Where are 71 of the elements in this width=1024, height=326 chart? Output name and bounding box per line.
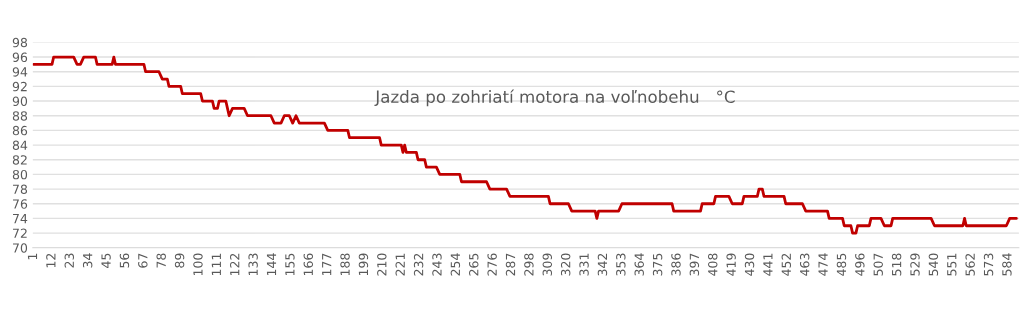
x-tick-label: 221: [395, 253, 405, 276]
x-tick-label: 265: [469, 253, 479, 276]
x-tick-label: 34: [82, 253, 93, 268]
y-tick-label: 88: [12, 111, 28, 121]
x-tick-label: 309: [542, 253, 553, 276]
x-tick-label: 353: [616, 253, 626, 276]
x-tick-label: 419: [726, 253, 736, 276]
y-tick-label: 94: [12, 67, 28, 77]
x-tick-label: 287: [505, 253, 516, 276]
x-tick-label: 100: [193, 253, 203, 276]
x-tick-label: 375: [652, 253, 663, 276]
x-tick-label: 474: [818, 253, 828, 276]
x-tick-label: 463: [799, 253, 810, 276]
text: Jazda po zohriatí motora na voľnobehu °C: [374, 89, 735, 107]
y-tick-label: 70: [13, 243, 28, 253]
x-tick-label: 45: [101, 253, 111, 268]
x-tick-label: 331: [579, 253, 589, 276]
x-tick-label: 89: [174, 253, 185, 268]
y-tick-label: 74: [13, 214, 28, 224]
x-tick-label: 232: [413, 253, 424, 276]
x-tick-label: 441: [763, 253, 773, 276]
y-tick-label: 96: [12, 52, 28, 62]
x-tick-label: 584: [1002, 253, 1012, 276]
y-tick-label: 78: [13, 184, 28, 195]
line-series: [32, 55, 1018, 235]
x-tick-label: 452: [781, 253, 792, 276]
y-tick-label: 72: [13, 228, 27, 238]
x-tick-label: 485: [836, 253, 847, 276]
x-tick-label: 23: [64, 253, 74, 268]
x-tick-label: 12: [46, 253, 56, 268]
x-tick-label: 166: [303, 253, 314, 276]
x-tick-label: 78: [156, 253, 166, 268]
x-tick-label: 210: [377, 253, 387, 276]
y-tick-label: 82: [12, 155, 27, 165]
x-tick-label: 199: [358, 253, 369, 276]
x-tick-label: 573: [983, 253, 994, 276]
x-tick-label: 397: [689, 253, 700, 276]
x-tick-label: 254: [450, 253, 461, 276]
x-tick-label: 1: [27, 253, 38, 260]
x-tick-label: 177: [322, 253, 332, 276]
x-tick-label: 243: [432, 253, 442, 276]
x-tick-label: 562: [965, 253, 975, 276]
y-tick-label: 80: [12, 169, 28, 180]
x-tick-label: 276: [487, 253, 497, 276]
y-tick-label: 98: [12, 37, 28, 48]
y-tick-label: 90: [12, 96, 28, 106]
x-tick-label: 496: [855, 253, 865, 276]
x-tick-label: 386: [671, 253, 681, 276]
x-tick-label: 111: [211, 253, 221, 276]
x-tick-label: 364: [634, 253, 644, 276]
x-tick-label: 551: [947, 253, 957, 276]
x-tick-label: 133: [248, 253, 258, 276]
y-tick-label: 92: [12, 81, 27, 92]
x-tick-label: 518: [891, 253, 902, 276]
x-tick-label: 122: [230, 253, 240, 276]
x-tick-label: 430: [744, 253, 755, 276]
x-tick-label: 320: [560, 253, 571, 276]
y-tick-label: 84: [12, 140, 28, 150]
x-tick-label: 408: [708, 253, 718, 276]
x-tick-label: 529: [910, 253, 920, 276]
x-tick-label: 298: [524, 253, 534, 276]
x-tick-label: 56: [119, 253, 130, 268]
x-tick-label: 342: [597, 253, 608, 276]
x-tick-label: 540: [928, 253, 939, 276]
y-tick-label: 76: [13, 199, 28, 209]
x-tick-label: 67: [138, 253, 148, 268]
x-tick-label: 155: [285, 253, 295, 276]
x-tick-label: 188: [340, 253, 350, 276]
x-tick-label: 144: [266, 253, 277, 276]
x-tick-label: 507: [873, 253, 883, 276]
y-tick-label: 86: [12, 125, 28, 136]
